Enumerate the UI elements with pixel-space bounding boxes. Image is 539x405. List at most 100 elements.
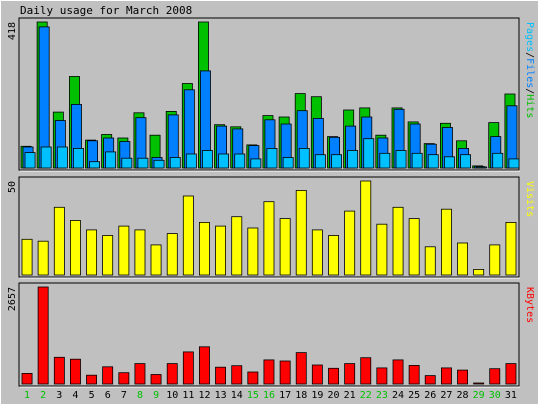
bar-visits-day-16 xyxy=(263,201,275,276)
chart-title: Daily usage for March 2008 xyxy=(20,4,192,17)
x-tick-label-31: 31 xyxy=(505,390,517,401)
bar-visits-day-3 xyxy=(53,206,65,276)
x-tick-label-10: 10 xyxy=(166,390,178,401)
bar-visits-day-30 xyxy=(489,244,501,276)
bar-kbytes-day-16 xyxy=(263,359,275,385)
bar-pages-day-3 xyxy=(56,146,68,169)
x-tick-label-23: 23 xyxy=(376,390,388,401)
x-tick-label-5: 5 xyxy=(89,390,95,401)
series-label-part: KBytes xyxy=(524,287,535,323)
bar-pages-day-11 xyxy=(185,153,197,169)
series-label-kbytes: KBytes xyxy=(524,287,535,323)
x-tick-label-19: 19 xyxy=(311,390,323,401)
series-label-hits: Pages/Files/Hits xyxy=(524,22,535,118)
bar-pages-day-18 xyxy=(298,147,310,169)
bar-kbytes-day-6 xyxy=(102,366,114,385)
bar-visits-day-31 xyxy=(505,221,517,276)
series-label-part: Files xyxy=(524,58,535,88)
bar-visits-day-22 xyxy=(360,180,372,276)
bar-pages-day-1 xyxy=(24,152,36,169)
x-tick-label-27: 27 xyxy=(440,390,452,401)
bar-kbytes-day-27 xyxy=(440,367,452,385)
series-label-part: / xyxy=(524,88,535,94)
bar-kbytes-day-18 xyxy=(295,352,307,385)
bar-visits-day-8 xyxy=(134,229,146,276)
x-tick-label-14: 14 xyxy=(231,390,243,401)
bar-kbytes-day-3 xyxy=(53,356,65,385)
bar-kbytes-day-13 xyxy=(215,366,227,385)
bar-visits-day-14 xyxy=(231,216,243,276)
x-tick-label-6: 6 xyxy=(105,390,111,401)
bar-kbytes-day-11 xyxy=(182,351,194,385)
x-tick-label-11: 11 xyxy=(182,390,194,401)
bar-visits-day-4 xyxy=(70,220,81,276)
bar-kbytes-day-1 xyxy=(21,372,33,385)
x-tick-label-8: 8 xyxy=(137,390,143,401)
series-label-visits: Visits xyxy=(524,181,535,217)
x-tick-label-17: 17 xyxy=(279,390,291,401)
x-tick-label-16: 16 xyxy=(263,390,275,401)
bar-kbytes-day-17 xyxy=(279,360,291,385)
bar-visits-day-25 xyxy=(408,218,420,276)
bar-kbytes-day-4 xyxy=(70,358,81,385)
bar-kbytes-day-25 xyxy=(408,364,420,385)
x-tick-label-13: 13 xyxy=(215,390,227,401)
x-tick-label-9: 9 xyxy=(153,390,159,401)
series-label-part: Hits xyxy=(524,94,535,118)
bar-pages-day-9 xyxy=(153,159,165,169)
bar-visits-day-6 xyxy=(102,235,114,276)
x-tick-label-3: 3 xyxy=(56,390,62,401)
bar-visits-day-21 xyxy=(344,210,356,276)
bar-pages-day-21 xyxy=(347,150,359,169)
bar-visits-day-9 xyxy=(150,244,162,276)
bar-visits-day-15 xyxy=(247,227,259,276)
bar-visits-day-13 xyxy=(215,225,227,276)
x-tick-label-24: 24 xyxy=(392,390,404,401)
ymax-label-visits: 50 xyxy=(7,181,18,193)
x-tick-label-2: 2 xyxy=(40,390,46,401)
bar-visits-day-29 xyxy=(473,268,485,276)
bar-visits-day-27 xyxy=(440,208,452,276)
bar-visits-day-1 xyxy=(21,238,33,276)
x-tick-label-25: 25 xyxy=(408,390,420,401)
bar-pages-day-13 xyxy=(218,153,230,169)
bar-pages-day-17 xyxy=(282,157,294,169)
bar-pages-day-8 xyxy=(137,157,149,169)
bar-pages-day-12 xyxy=(201,150,213,169)
bar-kbytes-day-20 xyxy=(328,367,340,385)
bar-pages-day-15 xyxy=(250,158,262,169)
bar-visits-day-28 xyxy=(457,242,469,276)
x-tick-label-15: 15 xyxy=(247,390,259,401)
bar-visits-day-20 xyxy=(328,235,340,276)
bar-kbytes-day-2 xyxy=(37,286,49,385)
bar-kbytes-day-19 xyxy=(311,364,323,385)
bar-pages-day-4 xyxy=(73,147,84,169)
series-label-part: Visits xyxy=(524,181,535,217)
x-tick-label-26: 26 xyxy=(424,390,436,401)
bar-visits-day-11 xyxy=(182,195,194,276)
bar-kbytes-day-28 xyxy=(457,369,469,385)
bar-pages-day-23 xyxy=(379,152,391,169)
panel-frame-kbytes xyxy=(18,282,520,387)
bar-pages-day-14 xyxy=(234,153,246,169)
bar-kbytes-day-29 xyxy=(473,382,485,385)
series-label-part: Pages xyxy=(524,22,535,52)
series-label-part: / xyxy=(524,52,535,58)
ymax-label-hits: 418 xyxy=(7,22,18,40)
bar-pages-day-2 xyxy=(40,146,52,169)
bar-kbytes-day-31 xyxy=(505,363,517,385)
x-tick-label-12: 12 xyxy=(198,390,210,401)
x-tick-label-4: 4 xyxy=(72,390,78,401)
bar-visits-day-7 xyxy=(118,225,130,276)
x-tick-label-30: 30 xyxy=(489,390,501,401)
bar-visits-day-12 xyxy=(198,221,210,276)
bar-visits-day-24 xyxy=(392,206,404,276)
bar-pages-day-22 xyxy=(363,138,375,169)
bar-visits-day-19 xyxy=(311,229,323,276)
bar-pages-day-29 xyxy=(476,166,488,169)
bar-pages-day-27 xyxy=(443,156,455,169)
bar-pages-day-24 xyxy=(395,150,407,169)
bar-kbytes-day-21 xyxy=(344,363,356,385)
bar-visits-day-18 xyxy=(295,189,307,276)
